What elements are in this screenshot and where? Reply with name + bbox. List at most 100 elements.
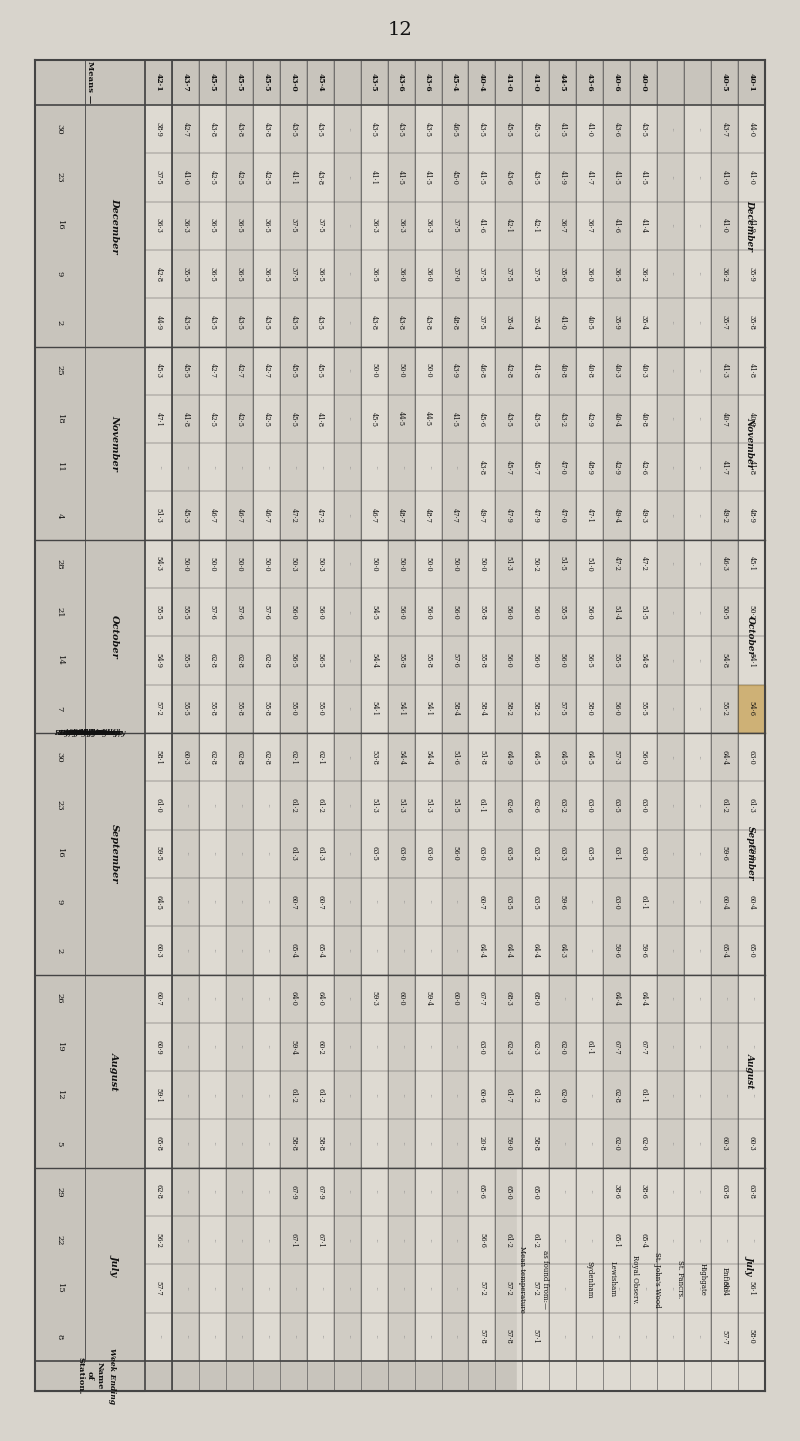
Text: 51·3: 51·3 (424, 798, 432, 813)
Text: 41·0: 41·0 (586, 121, 594, 137)
Text: ··: ·· (342, 1045, 352, 1049)
Text: 67·1: 67·1 (290, 1233, 298, 1248)
Text: 63·0: 63·0 (747, 749, 755, 765)
Text: 37·5: 37·5 (505, 267, 513, 281)
Text: 58·8: 58·8 (532, 1136, 540, 1151)
Text: 65·4: 65·4 (721, 942, 729, 958)
Text: ··: ·· (693, 464, 702, 470)
Text: ··: ·· (370, 1189, 378, 1195)
Text: 56·0: 56·0 (640, 749, 648, 765)
Text: Brompton: Brompton (70, 729, 110, 736)
Text: ··: ·· (208, 1141, 217, 1146)
Text: 43·5: 43·5 (370, 73, 378, 92)
Text: 63·0: 63·0 (613, 895, 621, 909)
Text: ··: ·· (586, 1285, 594, 1291)
Text: ··: ·· (208, 1092, 217, 1098)
Text: ··: ·· (397, 1238, 406, 1242)
Text: 54·3: 54·3 (154, 556, 162, 572)
Text: ··: ·· (558, 1141, 567, 1146)
Text: 54·9: 54·9 (154, 653, 162, 669)
Text: 43·8: 43·8 (316, 170, 324, 184)
Text: 61·3: 61·3 (290, 846, 298, 862)
Text: 61·2: 61·2 (505, 1233, 513, 1248)
Text: 35·4: 35·4 (640, 316, 648, 330)
Text: 35·4: 35·4 (505, 316, 513, 330)
Text: 64·0: 64·0 (290, 991, 298, 1006)
Text: 50·0: 50·0 (262, 556, 270, 571)
Text: ··: ·· (235, 899, 244, 905)
Text: 40·0: 40·0 (640, 73, 648, 92)
Text: 63·5: 63·5 (613, 798, 621, 813)
Text: Highgate: Highgate (698, 1262, 706, 1295)
Text: 51·3: 51·3 (397, 798, 405, 813)
Text: 44·9: 44·9 (154, 314, 162, 330)
Text: ··: ·· (666, 513, 675, 519)
Text: ··: ·· (450, 1045, 459, 1049)
Text: 50·2: 50·2 (532, 556, 540, 571)
Text: 42·5: 42·5 (235, 412, 243, 427)
Text: 48·7: 48·7 (397, 509, 405, 523)
Text: 43·7: 43·7 (721, 121, 729, 137)
Text: Means —: Means — (86, 62, 94, 104)
Text: ··: ·· (342, 271, 352, 277)
Text: 35·7: 35·7 (721, 316, 729, 330)
Text: 56·4: 56·4 (721, 1281, 729, 1295)
Text: 43·8: 43·8 (397, 316, 405, 330)
Text: 42·5: 42·5 (262, 412, 270, 427)
Text: 40·8: 40·8 (559, 363, 567, 378)
Text: 55·8: 55·8 (424, 653, 432, 669)
Text: 63·2: 63·2 (559, 798, 567, 813)
Text: 38·6: 38·6 (613, 1185, 621, 1199)
Text: 7: 7 (56, 706, 64, 712)
Text: 54·1: 54·1 (424, 702, 432, 716)
Text: 57·6: 57·6 (451, 653, 459, 669)
Text: ··: ·· (666, 706, 675, 712)
Text: 41·4: 41·4 (640, 218, 648, 233)
Text: ··: ·· (181, 1238, 190, 1242)
Text: 42·6: 42·6 (640, 460, 648, 474)
Text: 36·5: 36·5 (262, 219, 270, 233)
Text: 55·5: 55·5 (613, 653, 621, 669)
Text: ··: ·· (693, 659, 702, 663)
Text: 41·6: 41·6 (613, 218, 621, 233)
Text: ··: ·· (262, 803, 271, 808)
Text: ··: ·· (666, 416, 675, 422)
Text: 64·4: 64·4 (532, 942, 540, 958)
Text: 60·6: 60·6 (478, 1088, 486, 1102)
Text: ··: ·· (693, 1285, 702, 1291)
Text: 43·5: 43·5 (316, 316, 324, 330)
Text: 47·2: 47·2 (613, 556, 621, 572)
Text: 42·1: 42·1 (154, 73, 162, 92)
Text: 62·8: 62·8 (208, 749, 216, 765)
Text: 54·8: 54·8 (640, 653, 648, 669)
Text: Name
of
Station.: Name of Station. (77, 1357, 103, 1395)
Text: 40·8: 40·8 (586, 363, 594, 378)
Text: 63·0: 63·0 (640, 846, 648, 862)
Text: 63·8: 63·8 (747, 1185, 755, 1199)
Text: ··: ·· (235, 1141, 244, 1146)
Text: ··: ·· (262, 1045, 271, 1049)
Text: ··: ·· (693, 706, 702, 712)
Text: Royal Observatory: Royal Observatory (54, 729, 126, 736)
Text: ··: ·· (262, 1285, 271, 1291)
Text: 64·4: 64·4 (478, 942, 486, 958)
Text: 42·5: 42·5 (208, 170, 216, 184)
Text: 64·0: 64·0 (316, 991, 324, 1006)
Text: 58·2: 58·2 (505, 702, 513, 716)
Text: ··: ·· (342, 706, 352, 712)
Text: ··: ·· (342, 367, 352, 373)
Text: ··: ·· (208, 1189, 217, 1195)
Text: ··: ·· (423, 1045, 433, 1049)
Text: 36·2: 36·2 (721, 267, 729, 281)
Text: 43·8: 43·8 (424, 316, 432, 330)
Text: ··: ·· (208, 899, 217, 905)
Text: Royal Observ.: Royal Observ. (630, 1255, 638, 1304)
Text: Brixton Road: Brixton Road (65, 729, 115, 736)
Text: ··: ·· (450, 948, 459, 953)
Text: 42·5: 42·5 (262, 170, 270, 184)
Text: 42·9: 42·9 (586, 412, 594, 427)
Text: 56·0: 56·0 (559, 653, 567, 669)
Text: 41·3: 41·3 (721, 363, 729, 378)
Text: 36·3: 36·3 (182, 219, 190, 233)
Text: 57·5: 57·5 (559, 702, 567, 716)
